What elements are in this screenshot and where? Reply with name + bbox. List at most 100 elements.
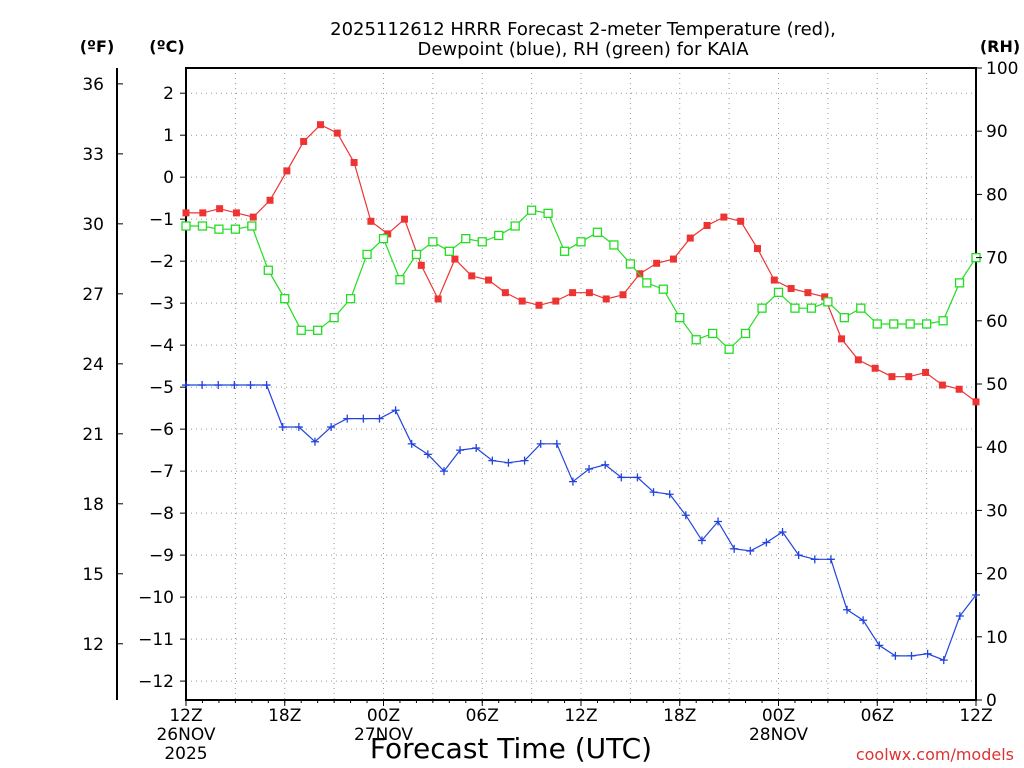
relative-humidity-point xyxy=(642,278,652,288)
dewpoint-point xyxy=(343,414,352,423)
dewpoint-point xyxy=(439,467,448,476)
relative-humidity-point xyxy=(181,221,191,231)
relative-humidity-point xyxy=(856,303,866,313)
rh-tick-label: 40 xyxy=(986,438,1008,458)
temperature-point xyxy=(804,289,812,297)
x-axis-title: Forecast Time (UTC) xyxy=(370,732,652,765)
x-tick-label: 12Z xyxy=(959,706,992,726)
dewpoint-point xyxy=(923,649,932,658)
temperature-point xyxy=(485,276,493,284)
dewpoint-point xyxy=(198,381,207,390)
relative-humidity-point xyxy=(313,325,323,335)
dewpoint-point xyxy=(843,605,852,614)
dewpoint-point xyxy=(568,477,577,486)
temperature-point xyxy=(602,295,610,303)
relative-humidity-point xyxy=(757,303,767,313)
relative-humidity-point xyxy=(625,259,636,269)
dewpoint-point xyxy=(730,544,739,553)
temperature-point xyxy=(552,297,560,305)
fahrenheit-tick-label: 24 xyxy=(82,355,104,375)
rh-tick-label: 0 xyxy=(986,691,997,711)
rh-tick-label: 10 xyxy=(986,628,1008,648)
temperature-point xyxy=(955,385,963,393)
x-tick-date-label: 28NOV xyxy=(749,725,808,745)
temperature-point xyxy=(922,368,930,376)
x-tick-label: 06Z xyxy=(861,706,894,726)
rh-unit-label: (RH) xyxy=(980,37,1020,56)
temperature-point xyxy=(703,221,711,229)
axis-labels: 210−1−2−3−4−5−6−7−8−9−10−11−123633302724… xyxy=(82,59,1018,764)
temperature-point xyxy=(468,272,476,280)
dewpoint-point xyxy=(246,381,255,390)
celsius-tick-label: −2 xyxy=(149,252,174,272)
rh-tick-label: 80 xyxy=(986,185,1008,205)
temperature-point xyxy=(518,297,526,305)
dewpoint-point xyxy=(262,381,271,390)
temperature-point xyxy=(199,209,207,217)
celsius-tick-label: 1 xyxy=(163,126,174,146)
celsius-tick-label: −12 xyxy=(138,672,174,692)
dewpoint-point xyxy=(536,439,545,448)
temperature-point xyxy=(283,167,291,175)
dewpoint-point xyxy=(697,536,706,545)
celsius-tick-label: −8 xyxy=(149,504,174,524)
dewpoint-point xyxy=(456,446,465,455)
temperature-point xyxy=(266,196,274,204)
relative-humidity-point xyxy=(658,284,668,294)
chart-title-line-1: 2025112612 HRRR Forecast 2-meter Tempera… xyxy=(330,19,836,40)
temperature-point xyxy=(182,209,190,217)
relative-humidity-point xyxy=(510,221,520,231)
dewpoint-point xyxy=(649,488,658,497)
fahrenheit-tick-label: 18 xyxy=(82,495,104,515)
dewpoint-line xyxy=(186,384,977,661)
temperature-point xyxy=(216,205,224,213)
temperature-point xyxy=(300,137,308,145)
relative-humidity-point xyxy=(823,297,833,307)
relative-humidity-point xyxy=(296,325,306,335)
temperature-point xyxy=(720,213,728,221)
fahrenheit-tick-label: 30 xyxy=(82,215,104,235)
dewpoint-point xyxy=(182,381,190,390)
relative-humidity-point xyxy=(411,249,422,260)
dewpoint-point xyxy=(939,656,948,665)
relative-humidity-point xyxy=(609,240,619,250)
relative-humidity-point xyxy=(921,319,932,329)
relative-humidity-point xyxy=(691,335,701,345)
temperature-point xyxy=(417,261,425,269)
x-tick-label: 00Z xyxy=(367,706,400,726)
relative-humidity-point xyxy=(905,319,915,329)
celsius-tick-label: −5 xyxy=(149,378,174,398)
site-credit: coolwx.com/models xyxy=(856,745,1014,764)
relative-humidity-point xyxy=(461,233,471,244)
temperature-point xyxy=(787,284,795,292)
celsius-tick-label: 2 xyxy=(163,84,174,104)
relative-humidity-point xyxy=(395,275,405,285)
temperature-point xyxy=(854,356,862,364)
temperature-point xyxy=(401,215,409,223)
relative-humidity-point xyxy=(839,312,849,323)
relative-humidity-point xyxy=(263,265,273,275)
relative-humidity-point xyxy=(247,221,257,231)
relative-humidity-point xyxy=(806,303,817,313)
fahrenheit-tick-label: 36 xyxy=(82,75,104,95)
temperature-point xyxy=(384,230,392,238)
x-tick-label: 18Z xyxy=(268,706,301,726)
relative-humidity-point xyxy=(280,294,290,304)
relative-humidity-point xyxy=(494,230,504,241)
relative-humidity-point xyxy=(954,278,965,288)
relative-humidity-point xyxy=(345,294,356,304)
temperature-point xyxy=(888,373,896,381)
x-tick-label: 12Z xyxy=(169,706,202,726)
fahrenheit-tick-label: 15 xyxy=(82,565,104,585)
celsius-tick-label: −9 xyxy=(149,546,174,566)
dewpoint-point xyxy=(778,528,787,537)
relative-humidity-point xyxy=(592,227,603,237)
relative-humidity-point xyxy=(559,246,570,256)
temperature-point xyxy=(871,364,879,372)
dewpoint-point xyxy=(746,546,755,555)
relative-humidity-point xyxy=(197,221,208,231)
rh-tick-label: 20 xyxy=(986,565,1008,585)
temperature-point xyxy=(367,217,375,225)
relative-humidity-point xyxy=(576,237,586,247)
